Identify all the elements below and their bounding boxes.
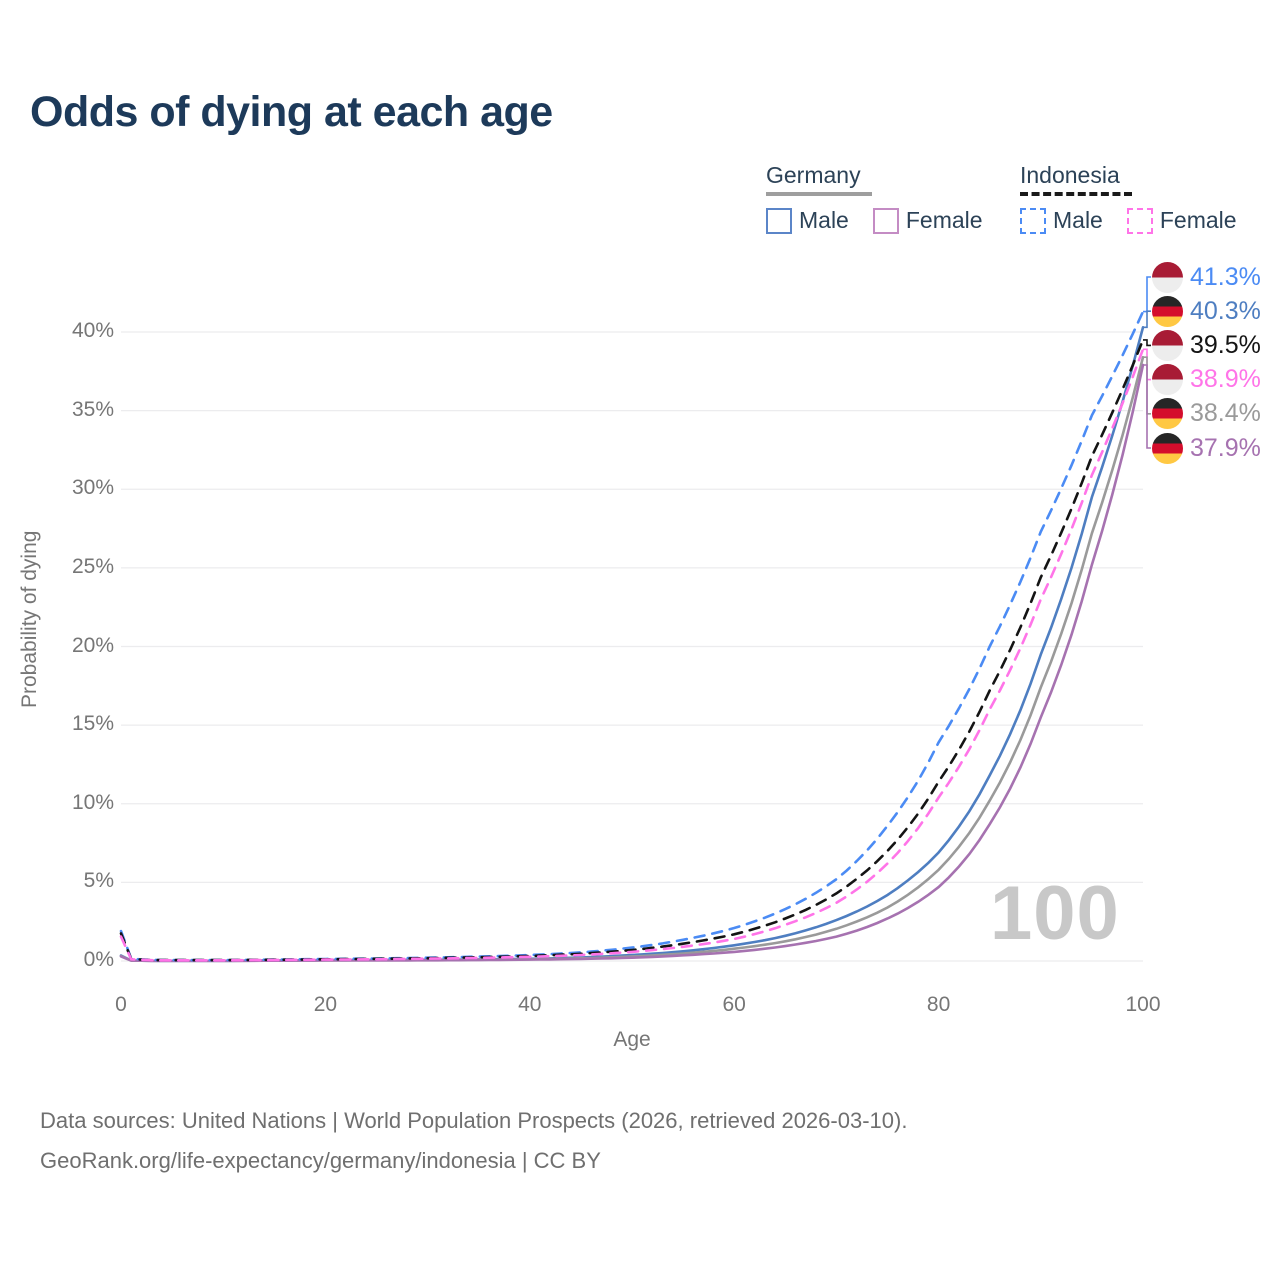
legend-germany-header[interactable]: Germany [766, 162, 983, 196]
series-line-indonesia-female[interactable] [119, 348, 1145, 962]
flag-icon-indonesia [1152, 329, 1183, 361]
legend-indonesia-label: Indonesia [1020, 162, 1120, 188]
flag-icon-germany [1152, 398, 1183, 430]
legend-indonesia-header[interactable]: Indonesia [1020, 162, 1237, 196]
x-axis-title: Age [613, 1028, 651, 1051]
x-tick-label: 100 [1125, 993, 1161, 1016]
end-label-value: 38.9% [1190, 365, 1261, 394]
indonesia-male-swatch-icon [1020, 207, 1046, 234]
end-label-germany-all[interactable]: 38.4% [1152, 398, 1261, 430]
series-line-indonesia-all[interactable] [119, 338, 1145, 962]
end-label-indonesia-male[interactable]: 41.3% [1152, 261, 1261, 293]
end-label-value: 37.9% [1190, 433, 1261, 462]
data-sources-text: Data sources: United Nations | World Pop… [40, 1108, 908, 1133]
legend-indonesia-male-label: Male [1053, 207, 1103, 233]
label-connector [1143, 364, 1151, 449]
x-tick-label: 40 [518, 993, 542, 1016]
attribution-text: GeoRank.org/life-expectancy/germany/indo… [40, 1148, 601, 1173]
y-tick-label: 40% [71, 319, 114, 342]
end-label-value: 40.3% [1190, 296, 1261, 325]
y-tick-label: 0% [83, 948, 114, 971]
age-watermark: 100 [990, 871, 1120, 956]
y-axis-title: Probability of dying [18, 530, 41, 708]
indonesia-line-sample-icon [1020, 192, 1132, 196]
y-tick-label: 35% [71, 397, 114, 421]
end-label-value: 39.5% [1190, 330, 1261, 359]
x-tick-label: 0 [115, 993, 127, 1016]
germany-line-sample-icon [766, 192, 872, 196]
indonesia-female-swatch-icon [1126, 207, 1153, 234]
x-tick-label: 80 [926, 993, 951, 1016]
legend-germany-label: Germany [766, 162, 861, 188]
y-tick-label: 20% [71, 633, 114, 657]
end-label-value: 41.3% [1190, 262, 1261, 291]
legend-germany-female-label: Female [905, 207, 983, 233]
y-tick-label: 25% [71, 554, 114, 578]
label-connector [1143, 276, 1151, 313]
x-tick-label: 20 [313, 993, 338, 1016]
x-tick-label: 60 [722, 993, 746, 1016]
chart-title: Odds of dying at each age [30, 88, 553, 136]
legend-item-indonesia-male[interactable]: Male [1020, 207, 1103, 234]
label-connector [1143, 310, 1151, 329]
legend-group-germany: Germany Male Female [766, 162, 983, 234]
y-tick-label: 5% [83, 869, 114, 893]
legend-item-germany-male[interactable]: Male [766, 207, 849, 234]
legend-indonesia-female-label: Female [1159, 207, 1237, 233]
legend-germany-male-label: Male [799, 207, 849, 233]
legend-item-indonesia-female[interactable]: Female [1126, 207, 1237, 234]
end-label-germany-male[interactable]: 40.3% [1152, 295, 1261, 327]
end-label-indonesia-female[interactable]: 38.9% [1152, 364, 1261, 396]
label-connector [1143, 339, 1151, 347]
end-label-germany-female[interactable]: 37.9% [1152, 432, 1261, 464]
series-line-indonesia-male[interactable] [119, 310, 1145, 962]
flag-icon-indonesia [1152, 364, 1183, 396]
gridlines [121, 331, 1143, 962]
legend-group-indonesia: Indonesia Male Female [1020, 162, 1237, 234]
end-label-value: 38.4% [1190, 399, 1261, 428]
flag-icon-germany [1152, 432, 1183, 464]
y-tick-label: 10% [71, 790, 114, 814]
flag-icon-indonesia [1152, 261, 1183, 293]
legend-item-germany-female[interactable]: Female [872, 207, 983, 234]
germany-male-swatch-icon [766, 207, 792, 234]
y-tick-label: 15% [71, 712, 114, 736]
y-tick-label: 30% [71, 476, 114, 500]
germany-female-swatch-icon [872, 207, 899, 234]
flag-icon-germany [1152, 295, 1183, 327]
end-label-indonesia-all[interactable]: 39.5% [1152, 329, 1261, 361]
